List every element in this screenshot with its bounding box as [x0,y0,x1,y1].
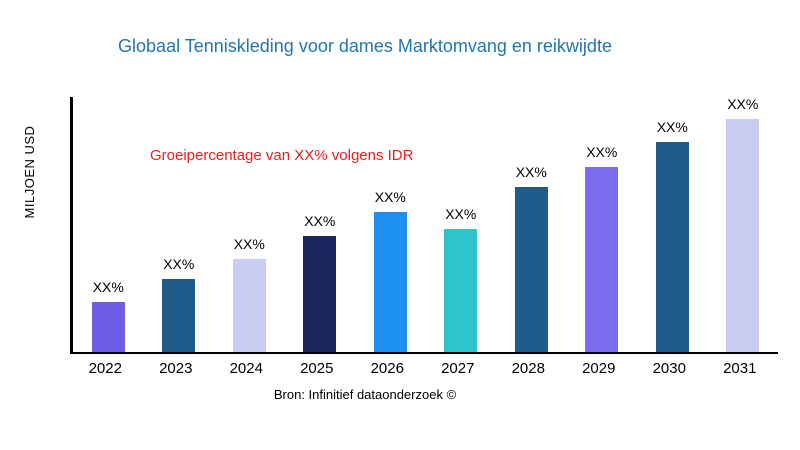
bar-slot: XX% [147,256,211,352]
x-axis-ticks: 2022 2023 2024 2025 2026 2027 2028 2029 2030 2031 [70,360,775,377]
x-tick-label: 2025 [300,360,334,377]
x-tick-label: 2030 [652,360,686,377]
x-tick-label: 2029 [582,360,616,377]
x-tick-label: 2026 [370,360,404,377]
bar-value-label: XX% [163,256,195,272]
bar-2028 [514,187,548,352]
bar-slot: XX% [499,164,563,352]
bar-slot: XX% [217,236,281,352]
bar-2023 [162,279,196,352]
plot-area: XX% XX% XX% XX% XX% XX% XX% XX% XX% XX% [70,96,778,354]
bar-value-label: XX% [445,206,477,222]
bar-2024 [232,259,266,352]
bar-2022 [91,302,125,352]
chart-title: Globaal Tenniskleding voor dames Marktom… [118,36,612,56]
bar-value-label: XX% [374,189,406,205]
bar-2031 [726,119,760,352]
bar-slot: XX% [288,213,352,352]
bar-slot: XX% [76,279,140,352]
bar-value-label: XX% [304,213,336,229]
x-tick-label: 2022 [88,360,122,377]
bar-2030 [655,142,689,352]
bar-2026 [373,212,407,352]
y-axis-label: MILJOEN USD [22,125,37,219]
x-tick-label: 2027 [441,360,475,377]
bar-value-label: XX% [656,119,688,135]
bar-2027 [444,229,478,352]
growth-annotation: Groeipercentage van XX% volgens IDR [150,147,414,164]
bar-value-label: XX% [727,96,759,112]
bar-value-label: XX% [92,279,124,295]
bar-slot: XX% [640,119,704,352]
bar-value-label: XX% [515,164,547,180]
x-tick-label: 2031 [723,360,757,377]
bar-2025 [303,236,337,352]
bar-slot: XX% [358,189,422,352]
x-tick-label: 2028 [511,360,545,377]
bar-2029 [585,167,619,352]
source-caption: Bron: Infinitief dataonderzoek © [273,387,457,402]
bar-value-label: XX% [233,236,265,252]
bar-value-label: XX% [586,144,618,160]
x-tick-label: 2024 [229,360,263,377]
bar-slot: XX% [429,206,493,352]
x-tick-label: 2023 [159,360,193,377]
bar-slot: XX% [711,96,775,352]
bar-slot: XX% [570,144,634,352]
